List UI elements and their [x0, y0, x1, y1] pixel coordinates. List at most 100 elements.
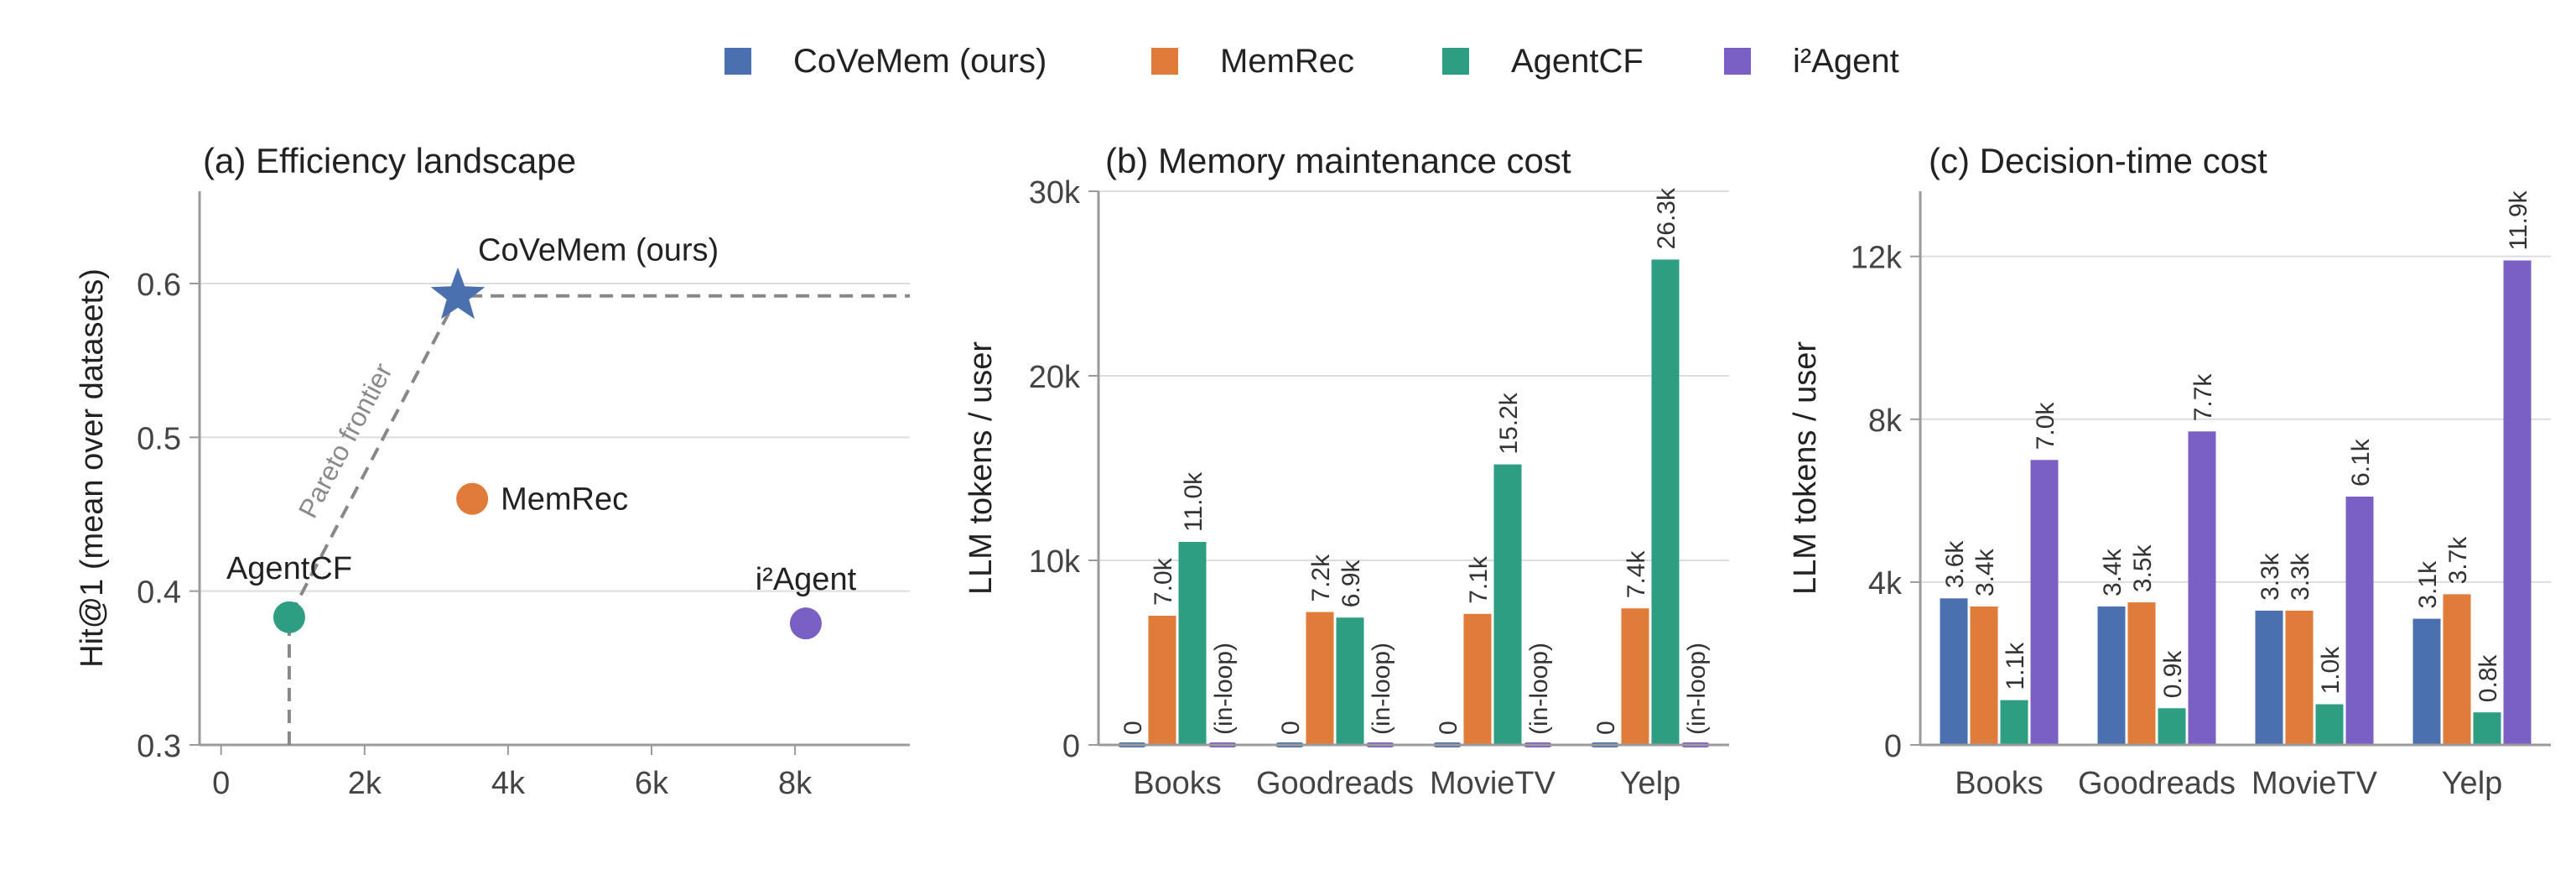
- bar-3-0: [2030, 460, 2059, 745]
- data-label-2-3: 26.3k: [1653, 187, 1680, 249]
- data-label-1-1: 7.2k: [1307, 554, 1335, 602]
- data-label-1-1: 3.5k: [2129, 544, 2157, 592]
- bar-2-2: [2315, 704, 2344, 745]
- data-label-1-3: 7.4k: [1623, 549, 1650, 598]
- legend-swatch-2: [1442, 48, 1469, 75]
- bar-2-3: [2473, 712, 2501, 745]
- data-label-3-2: (in-loop): [1525, 643, 1553, 735]
- bar-0-1: [2097, 606, 2126, 745]
- point-1: [456, 482, 489, 515]
- data-label-0-2: 0: [1435, 721, 1462, 735]
- bar-1-2: [2285, 610, 2314, 745]
- y-tick-label-1: 0.4: [137, 575, 181, 611]
- legend-label-0: CoVeMem (ours): [793, 43, 1046, 80]
- data-label-1-0: 7.0k: [1150, 557, 1177, 606]
- chart-title: (c) Decision-time cost: [1929, 141, 2267, 180]
- legend-label-3: i²Agent: [1793, 43, 1899, 80]
- data-label-3-1: 7.7k: [2189, 373, 2217, 422]
- y-tick-label-2: 20k: [1029, 360, 1081, 395]
- x-tick-label-0: Books: [1133, 766, 1222, 801]
- x-tick-label-3: 6k: [635, 766, 669, 801]
- x-tick-label-3: Yelp: [2442, 766, 2503, 801]
- panel-b-memory-maintenance-cost: (b) Memory maintenance cost 0 10k 20k 30k LLM…: [963, 141, 1729, 801]
- data-label-0-0: 3.6k: [1941, 540, 1969, 589]
- y-tick-label-1: 4k: [1868, 566, 1903, 601]
- data-label-1-2: 7.1k: [1465, 555, 1493, 604]
- bar-3-2: [2345, 497, 2374, 745]
- y-tick-label-3: 12k: [1851, 241, 1903, 276]
- bar-2-3: [1651, 259, 1680, 745]
- panel-a-efficiency-landscape: (a) Efficiency landscape 0.3 0.4 0.5 0.6 Hit@…: [75, 141, 910, 801]
- bar-0-2: [2255, 610, 2283, 745]
- y-tick-label-0: 0: [1884, 729, 1902, 764]
- data-label-2-1: 6.9k: [1337, 559, 1365, 607]
- bar-0-3: [2412, 618, 2441, 745]
- data-label-0-3: 0: [1592, 721, 1620, 735]
- legend: CoVeMem (ours) MemRec AgentCF i²Agent: [724, 43, 1899, 80]
- point-3: [789, 607, 822, 640]
- legend-swatch-0: [724, 48, 751, 75]
- data-label-1-0: 3.4k: [1971, 548, 1999, 596]
- bar-1-3: [1621, 608, 1649, 745]
- data-label-0-0: 0: [1119, 721, 1147, 735]
- data-label-1-3: 3.7k: [2444, 536, 2472, 585]
- x-tick-label-2: MovieTV: [2251, 766, 2378, 801]
- y-axis-label: LLM tokens / user: [1788, 341, 1823, 595]
- y-tick-label-3: 0.6: [137, 268, 181, 303]
- data-label-0-1: 3.4k: [2099, 548, 2127, 596]
- data-label-3-3: 11.9k: [2505, 190, 2532, 250]
- x-tick-label-0: Books: [1955, 766, 2044, 801]
- point-star-0: [430, 267, 486, 320]
- data-label-3-3: (in-loop): [1683, 643, 1711, 735]
- bar-3-1: [2188, 431, 2216, 745]
- chart-title: (a) Efficiency landscape: [203, 141, 576, 180]
- y-tick-label-3: 30k: [1029, 175, 1081, 211]
- data-label-2-2: 1.0k: [2317, 646, 2345, 695]
- data-label-2-2: 15.2k: [1495, 392, 1523, 454]
- data-label-3-0: (in-loop): [1210, 643, 1238, 735]
- pareto-frontier-line: [287, 294, 910, 745]
- point-label-2: AgentCF: [226, 551, 352, 586]
- x-tick-label-1: 2k: [348, 766, 382, 801]
- point-label-0: CoVeMem (ours): [478, 233, 719, 268]
- y-tick-label-2: 8k: [1868, 403, 1903, 439]
- bar-1-1: [1306, 612, 1334, 745]
- point-label-1: MemRec: [501, 482, 628, 518]
- data-label-1-2: 3.3k: [2287, 552, 2314, 601]
- panel-c-decision-time-cost: (c) Decision-time cost 0 4k 8k 12k LLM tokens…: [1788, 141, 2551, 801]
- bar-2-2: [1493, 464, 1522, 745]
- x-tick-label-0: 0: [212, 766, 230, 801]
- legend-label-2: AgentCF: [1511, 43, 1644, 80]
- x-tick-label-3: Yelp: [1620, 766, 1681, 801]
- bar-1-1: [2127, 602, 2156, 745]
- data-label-3-0: 7.0k: [2032, 402, 2059, 450]
- bar-1-0: [1148, 616, 1176, 745]
- bar-2-1: [2158, 708, 2186, 745]
- x-tick-label-2: MovieTV: [1430, 766, 1556, 801]
- x-tick-label-1: Goodreads: [2078, 766, 2236, 801]
- y-tick-label-2: 0.5: [137, 421, 181, 456]
- data-label-2-3: 0.8k: [2475, 653, 2502, 702]
- y-tick-label-0: 0.3: [137, 729, 181, 764]
- data-label-2-0: 1.1k: [2002, 642, 2029, 690]
- chart-title: (b) Memory maintenance cost: [1105, 141, 1571, 180]
- y-tick-label-1: 10k: [1029, 544, 1081, 580]
- legend-label-1: MemRec: [1220, 43, 1354, 80]
- y-tick-label-0: 0: [1062, 729, 1080, 764]
- bar-3-3: [2503, 260, 2532, 745]
- bar-1-2: [1463, 613, 1492, 745]
- data-label-2-0: 11.0k: [1180, 471, 1208, 532]
- data-label-0-2: 3.3k: [2257, 552, 2284, 601]
- legend-swatch-3: [1724, 48, 1751, 75]
- point-label-3: i²Agent: [756, 562, 857, 597]
- bar-0-0: [1940, 598, 1968, 745]
- data-label-2-1: 0.9k: [2159, 650, 2187, 699]
- y-axis-label: Hit@1 (mean over datasets): [75, 268, 110, 668]
- x-tick-label-1: Goodreads: [1256, 766, 1414, 801]
- data-label-3-1: (in-loop): [1368, 643, 1395, 735]
- data-label-0-3: 3.1k: [2414, 560, 2442, 609]
- x-tick-label-4: 8k: [778, 766, 813, 801]
- bar-1-0: [1970, 606, 1998, 745]
- x-tick-label-2: 4k: [491, 766, 526, 801]
